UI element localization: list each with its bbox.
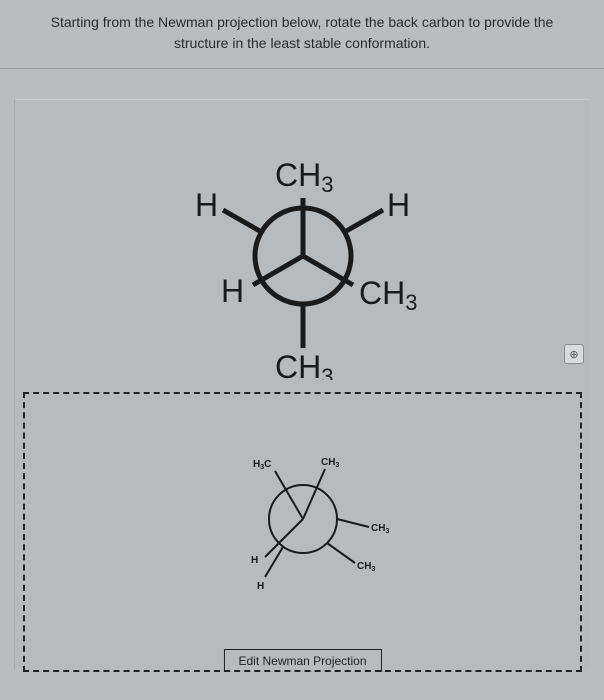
edit-newman-button[interactable]: Edit Newman Projection <box>223 649 381 672</box>
label-sm-bottom-left: H <box>257 581 264 592</box>
label-sm-top-right: CH3 <box>321 457 339 469</box>
question-text-line1: Starting from the Newman projection belo… <box>16 12 588 33</box>
reference-diagram: CH3 H H CH3 CH3 H <box>15 120 590 380</box>
diagram-panel: CH3 H H CH3 CH3 H ⊕ <box>14 99 590 669</box>
label-bottom-right: CH3 <box>359 275 417 315</box>
label-top-right: H <box>387 187 410 223</box>
question-header: Starting from the Newman projection belo… <box>0 0 604 69</box>
label-sm-bottom-right: CH3 <box>357 561 375 573</box>
label-sm-top-left: H3C <box>253 459 271 471</box>
newman-projection-small: H3C CH3 CH3 CH3 H H <box>183 415 423 615</box>
newman-projection-large: CH3 H H CH3 CH3 H <box>143 120 463 380</box>
content-area: CH3 H H CH3 CH3 H ⊕ <box>0 69 604 669</box>
zoom-icon[interactable]: ⊕ <box>564 344 584 364</box>
label-top-left: H <box>195 187 218 223</box>
label-top: CH3 <box>275 157 333 197</box>
label-bottom-left: H <box>221 273 244 309</box>
label-sm-left: H <box>251 555 258 566</box>
label-bottom: CH3 <box>275 349 333 380</box>
answer-box[interactable]: H3C CH3 CH3 CH3 H H Edit Newman Projecti… <box>23 392 582 672</box>
zoom-glyph: ⊕ <box>569 348 578 361</box>
label-sm-right: CH3 <box>371 523 389 535</box>
question-text-line2: structure in the least stable conformati… <box>16 33 588 54</box>
